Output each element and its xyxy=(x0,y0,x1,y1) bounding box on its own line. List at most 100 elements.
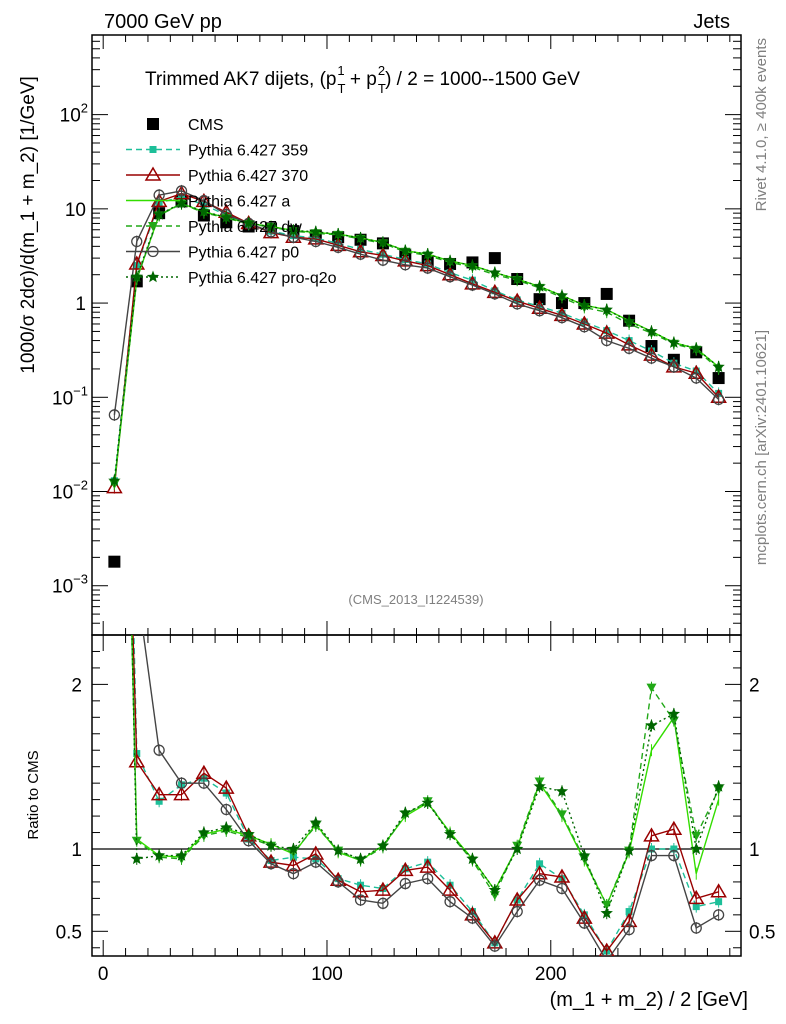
data-point xyxy=(488,266,501,278)
data-point xyxy=(264,839,278,851)
legend-marker xyxy=(147,118,159,130)
series-line xyxy=(113,203,720,485)
data-point xyxy=(108,555,121,568)
data-point xyxy=(622,314,636,327)
y-tick-label: 10−2 xyxy=(52,478,88,504)
data-point xyxy=(130,852,143,865)
data-point xyxy=(354,248,367,260)
data-point xyxy=(712,393,725,406)
ratio-y-tick-label: 0.5 xyxy=(56,922,82,943)
legend-marker xyxy=(149,146,157,153)
title-mid: + p xyxy=(345,69,377,90)
analysis-id: (CMS_2013_I1224539) xyxy=(348,592,483,607)
legend-marker xyxy=(144,166,162,181)
data-point xyxy=(220,821,233,833)
data-point xyxy=(533,779,546,792)
data-point xyxy=(443,254,457,267)
data-point xyxy=(511,272,524,285)
data-point xyxy=(444,896,456,908)
ratio-series-pythia-6-427-p0 xyxy=(142,635,725,956)
data-point xyxy=(354,894,367,906)
legend: CMS Pythia 6.427 359 Pythia 6.427 370 Pythi… xyxy=(126,117,337,287)
data-point xyxy=(555,784,569,797)
ratio-y-axis-label: Ratio to CMS xyxy=(25,750,42,839)
data-point xyxy=(332,227,345,240)
data-point xyxy=(264,220,278,233)
legend-item: Pythia 6.427 pro-q2o xyxy=(126,270,337,287)
data-point xyxy=(106,479,123,494)
data-point xyxy=(690,842,703,855)
data-point xyxy=(332,844,345,856)
data-point xyxy=(647,845,655,853)
series-line xyxy=(113,190,720,415)
data-point xyxy=(220,803,232,816)
data-point xyxy=(150,786,168,801)
data-point xyxy=(625,908,633,916)
legend-item: Pythia 6.427 p0 xyxy=(126,245,299,262)
data-point xyxy=(645,324,658,337)
ratio-y-tick-label-right: 1 xyxy=(749,840,760,861)
legend-item: Pythia 6.427 dw xyxy=(126,219,302,236)
data-point xyxy=(489,940,501,952)
ratio-y-tick-label-right: 2 xyxy=(749,675,760,696)
legend-marker xyxy=(146,270,160,283)
series-line xyxy=(132,635,719,953)
main-y-axis-label: 1000/σ 2dσ)/d(m_1 + m_2) [1/GeV] xyxy=(18,76,39,374)
ratio-series-layer xyxy=(128,635,727,956)
data-point xyxy=(197,204,211,217)
data-point xyxy=(131,836,142,846)
data-point xyxy=(670,845,678,853)
ratio-axis-ticks: 0.5 0.5 1 1 2 2 0 100 200 xyxy=(56,635,775,985)
data-point xyxy=(508,891,526,906)
title-sub-t2: T xyxy=(378,81,386,96)
data-point xyxy=(376,235,390,248)
y-tick-label: 1 xyxy=(75,294,86,315)
data-point xyxy=(489,288,501,300)
y-tick-label: 10 xyxy=(65,200,86,221)
data-point xyxy=(643,827,660,842)
data-point xyxy=(175,777,188,789)
series-line xyxy=(142,635,719,956)
data-point xyxy=(153,208,166,220)
data-point xyxy=(555,289,569,301)
y-tick-label: 10−3 xyxy=(52,572,88,598)
data-point xyxy=(668,716,679,726)
data-point xyxy=(712,372,725,385)
legend-item: CMS xyxy=(147,117,224,134)
data-point xyxy=(217,779,235,794)
ratio-y-tick-label: 2 xyxy=(71,675,82,696)
series-line xyxy=(131,635,720,916)
data-point xyxy=(197,826,211,838)
data-point xyxy=(600,287,613,300)
data-point xyxy=(690,922,702,934)
data-point xyxy=(310,856,322,868)
data-point xyxy=(687,889,705,905)
data-point xyxy=(173,786,190,801)
data-point xyxy=(309,225,322,238)
data-point xyxy=(603,955,610,956)
series-line xyxy=(133,635,719,953)
legend-label: Pythia 6.427 pro-q2o xyxy=(188,270,337,287)
main-series-pythia-6-427-pro-q2o xyxy=(108,196,725,487)
data-point xyxy=(332,241,344,254)
data-point xyxy=(377,897,389,909)
data-point xyxy=(578,321,590,333)
x-tick-label: 100 xyxy=(311,964,343,985)
legend-label: Pythia 6.427 359 xyxy=(188,143,308,160)
data-point xyxy=(668,361,680,373)
data-point xyxy=(287,868,300,880)
data-point xyxy=(374,881,392,896)
data-point xyxy=(623,924,635,936)
data-point xyxy=(422,872,434,885)
data-point xyxy=(419,858,436,873)
x-tick-label: 200 xyxy=(535,964,567,985)
data-point xyxy=(556,810,567,820)
data-point xyxy=(712,360,725,373)
legend-item: Pythia 6.427 a xyxy=(126,194,290,211)
data-point xyxy=(198,777,210,789)
main-series-layer xyxy=(106,184,727,568)
ratio-plot-frame xyxy=(91,634,742,957)
data-point xyxy=(153,849,166,861)
title-sup-2: 2 xyxy=(378,63,385,78)
data-point xyxy=(466,912,479,924)
